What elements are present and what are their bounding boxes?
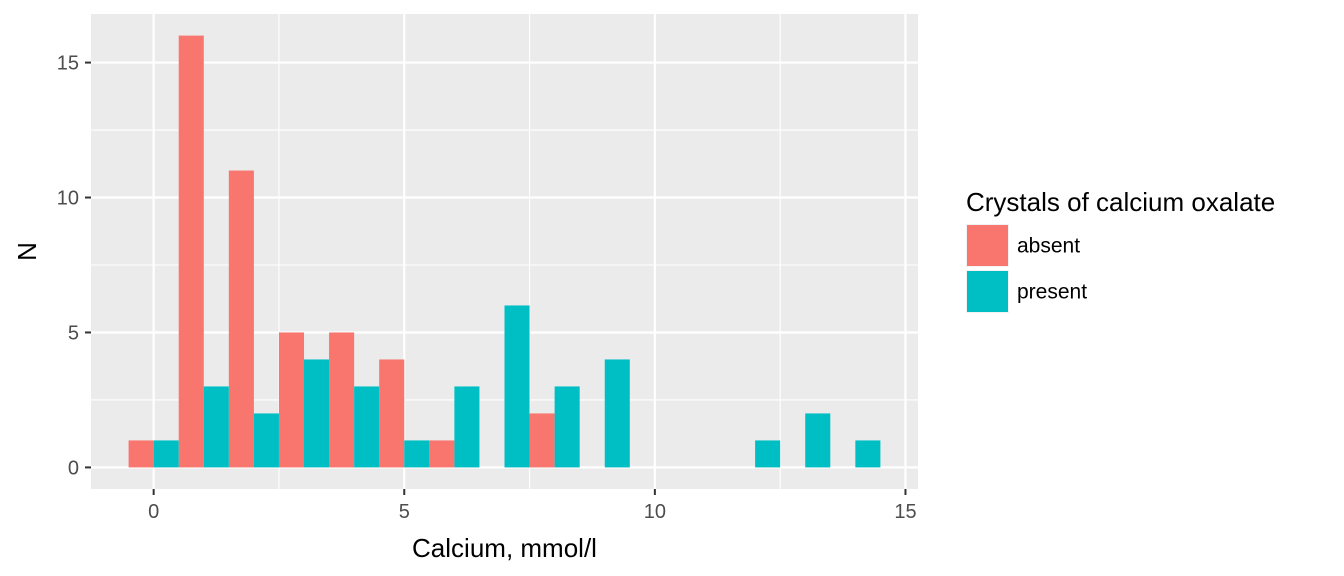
bar-present: [855, 440, 881, 468]
bar-present: [504, 305, 530, 468]
bar-absent: [128, 440, 154, 468]
x-tick-label: 10: [644, 501, 666, 523]
y-axis: 0 5 10 15: [57, 53, 91, 479]
y-tick-label: 0: [68, 457, 79, 479]
x-tick-label: 5: [399, 501, 410, 523]
legend-label-present: present: [1017, 281, 1087, 304]
bar-present: [354, 386, 380, 468]
y-tick-label: 10: [57, 188, 79, 210]
x-tick-label: 0: [148, 501, 159, 523]
y-tick-label: 15: [57, 53, 79, 75]
bar-present: [755, 440, 781, 468]
bar-absent: [228, 170, 254, 468]
legend: Crystals of calcium oxalate absent presen…: [966, 187, 1275, 313]
y-tick-label: 5: [68, 322, 79, 344]
x-axis-title: Calcium, mmol/l: [412, 533, 597, 563]
bar-absent: [379, 359, 405, 468]
bar-present: [304, 359, 330, 468]
bar-absent: [178, 35, 204, 468]
legend-label-absent: absent: [1017, 235, 1080, 258]
legend-swatch-absent: [967, 225, 1008, 266]
bar-present: [404, 440, 430, 468]
bar-absent: [278, 332, 305, 468]
y-axis-title: N: [12, 242, 42, 261]
bar-absent: [329, 332, 355, 468]
legend-swatch-present: [967, 271, 1008, 312]
bar-present: [203, 386, 229, 468]
bar-present: [153, 440, 179, 468]
x-axis: 0 5 10 15: [148, 489, 917, 523]
bar-present: [604, 359, 630, 468]
bar-present: [253, 413, 279, 468]
legend-title: Crystals of calcium oxalate: [966, 187, 1275, 217]
bar-present: [454, 386, 480, 468]
x-tick-label: 15: [894, 501, 916, 523]
bar-absent: [429, 440, 455, 468]
bar-present: [554, 386, 580, 468]
bars: [128, 35, 881, 468]
bar-present: [805, 413, 831, 468]
bar-absent: [529, 413, 555, 468]
